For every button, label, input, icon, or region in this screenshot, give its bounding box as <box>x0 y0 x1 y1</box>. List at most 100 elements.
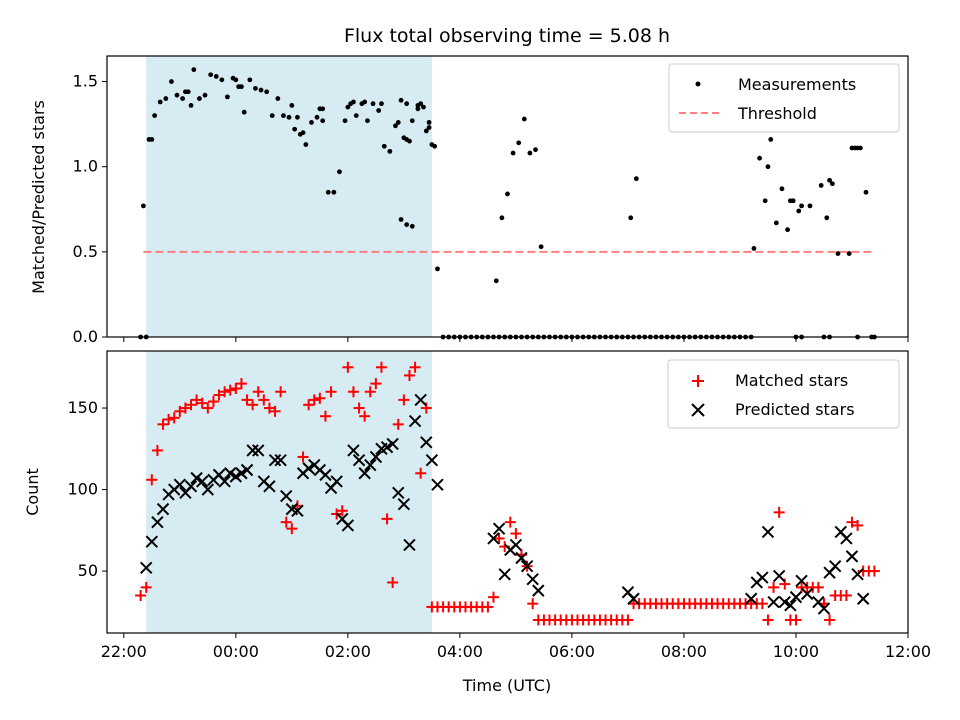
top-yticks: 0.0 0.5 1.0 1.5 <box>73 72 107 346</box>
matched-star-point <box>409 361 421 373</box>
predicted-star-point <box>515 551 528 565</box>
predicted-star-point <box>392 486 405 500</box>
measurement-point <box>253 85 258 91</box>
top-ylabel: Matched/Predicted stars <box>29 100 48 294</box>
measurement-point <box>628 215 634 221</box>
bottom-legend-box <box>667 359 900 429</box>
top-legend: Measurements Threshold <box>668 63 900 133</box>
measurement-point <box>295 114 300 120</box>
measurement-point <box>275 96 281 101</box>
panel-top: 0.0 0.5 1.0 1.5 Flux total observing time =… <box>29 25 909 346</box>
matched-star-point <box>364 386 376 398</box>
matched-star-point <box>168 412 180 424</box>
measurement-point <box>180 96 186 101</box>
predicted-star-point <box>196 475 209 488</box>
bottom-yticks: 50 100 150 <box>67 398 107 580</box>
predicted-star-point <box>263 480 276 493</box>
measurement-point <box>633 176 639 182</box>
predicted-star-point <box>526 573 539 586</box>
top-axes-frame <box>106 55 909 338</box>
matched-star-point <box>252 386 264 398</box>
matched-star-point <box>174 405 186 417</box>
matched-star-point <box>398 394 410 406</box>
measurement-point <box>426 120 432 125</box>
measurement-point <box>415 106 421 112</box>
matched-star-point <box>336 505 348 517</box>
measurement-point <box>163 96 169 101</box>
predicted-star-point <box>414 393 427 407</box>
xtick-label: 04:00 <box>437 642 483 661</box>
matched-star-point <box>191 394 203 406</box>
predicted-star-point <box>280 489 293 503</box>
ytick-label: 0.0 <box>73 327 98 346</box>
matched-star-point <box>375 361 387 373</box>
measurement-point <box>827 177 832 183</box>
bottom-xticks: 22:00 00:00 02:00 04:00 06:00 08:00 10:00 12:00 <box>101 633 931 661</box>
predicted-star-point <box>302 462 315 475</box>
predicted-star-point <box>492 522 506 535</box>
predicted-star-point <box>140 561 153 575</box>
measurement-point <box>765 164 771 170</box>
predicted-star-point <box>184 480 198 493</box>
matched-star-point <box>392 418 404 430</box>
measurement-point <box>303 142 309 147</box>
matched-star-point <box>846 516 858 528</box>
predicted-star-point <box>330 475 343 488</box>
predicted-star-point <box>246 444 259 457</box>
measurement-point <box>376 108 382 113</box>
matched-star-point <box>504 516 516 528</box>
measurement-point <box>426 125 432 130</box>
measurement-point <box>320 118 326 124</box>
measurement-point <box>421 104 426 110</box>
predicted-star-point <box>364 458 377 472</box>
ytick-label: 0.5 <box>73 242 98 261</box>
predicted-star-point <box>828 559 842 573</box>
predicted-star-point <box>498 568 511 581</box>
measurement-point <box>202 92 208 98</box>
matched-star-point <box>247 399 259 411</box>
matched-star-point <box>219 386 231 398</box>
measurement-point <box>269 113 275 119</box>
predicted-star-point <box>341 519 355 532</box>
predicted-star-point <box>789 590 803 604</box>
measurement-point <box>331 189 337 195</box>
measurement-point <box>787 198 793 204</box>
matched-star-point <box>493 532 505 544</box>
chart-title: Flux total observing time = 5.08 h <box>344 25 670 47</box>
matched-star-point <box>280 516 292 528</box>
predicted-star-point <box>268 454 282 467</box>
measurement-point <box>538 244 544 250</box>
matched-star-point <box>319 410 331 422</box>
measurement-point <box>393 123 398 129</box>
xtick-label: 08:00 <box>661 642 707 661</box>
measurement-point <box>309 120 314 125</box>
measurement-point <box>149 137 155 142</box>
matched-star-point <box>196 397 208 409</box>
predicted-star-point <box>509 538 523 552</box>
predicted-star-point <box>425 454 439 467</box>
matched-star-point <box>824 614 836 626</box>
measurement-point <box>779 186 785 192</box>
matched-star-point <box>207 396 219 408</box>
predicted-star-point <box>420 436 433 449</box>
matched-star-point <box>510 528 522 540</box>
measurement-point <box>398 97 404 103</box>
predicted-star-point <box>347 444 360 457</box>
measurement-point <box>289 102 295 108</box>
measurement-point <box>239 84 244 90</box>
legend-marker-predicted <box>691 403 705 417</box>
matched-star-point <box>868 565 880 577</box>
predicted-star-point <box>235 467 248 480</box>
predicted-star-point <box>397 498 411 511</box>
measurement-point <box>286 114 292 120</box>
xtick-label: 00:00 <box>213 642 259 661</box>
measurement-point <box>370 101 376 107</box>
matched-star-point <box>403 369 415 381</box>
predicted-star-point <box>190 471 203 485</box>
measurement-point <box>281 113 286 119</box>
predicted-star-point <box>795 574 808 588</box>
measurement-point <box>762 198 768 204</box>
measurement-point <box>157 99 163 105</box>
measurement-point <box>387 148 393 154</box>
